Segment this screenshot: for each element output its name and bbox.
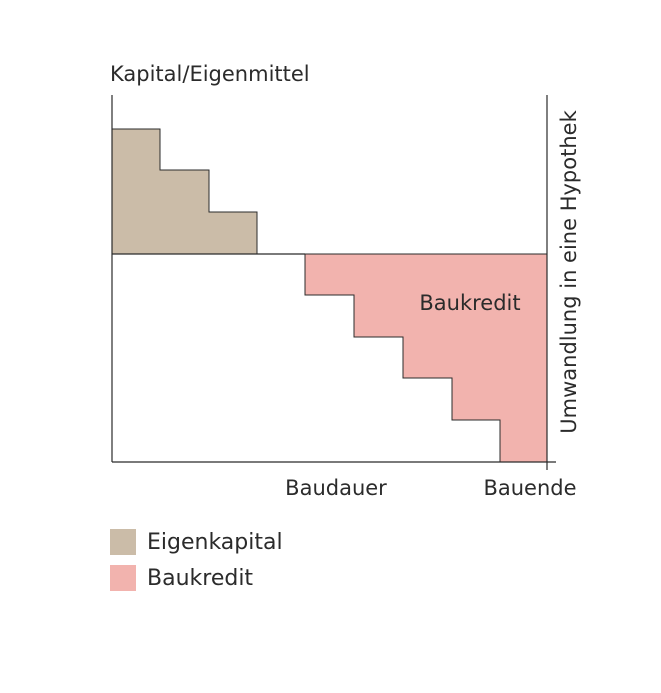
right-axis-label: Umwandlung in eine Hypothek <box>557 109 581 433</box>
eigenkapital-area <box>111 128 258 255</box>
legend-item-eigenkapital: Eigenkapital <box>110 524 283 560</box>
x-tick-label-bauende: Bauende <box>483 476 576 500</box>
baukredit-area <box>304 253 548 463</box>
legend-label-eigenkapital: Eigenkapital <box>147 529 283 555</box>
legend-label-baukredit: Baukredit <box>147 565 254 591</box>
legend-swatch-baukredit <box>110 565 136 591</box>
y-axis-label: Kapital/Eigenmittel <box>110 62 310 86</box>
x-tick-label-baudauer: Baudauer <box>285 476 387 500</box>
baukredit-region-label: Baukredit <box>419 291 520 315</box>
legend: Eigenkapital Baukredit <box>110 524 283 596</box>
legend-swatch-eigenkapital <box>110 529 136 555</box>
legend-item-baukredit: Baukredit <box>110 560 283 596</box>
